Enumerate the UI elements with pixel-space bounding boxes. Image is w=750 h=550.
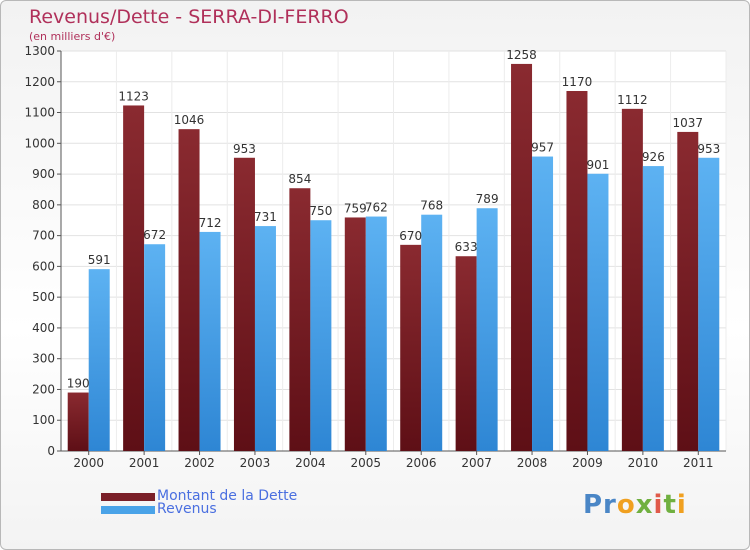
bar-debt xyxy=(677,131,699,451)
data-label-debt: 1112 xyxy=(617,93,648,107)
x-tick-label: 2007 xyxy=(461,456,492,470)
data-label-debt: 953 xyxy=(233,142,256,156)
data-label-revenue: 953 xyxy=(697,142,720,156)
x-tick-label: 2006 xyxy=(406,456,437,470)
y-tick-label: 100 xyxy=(32,413,55,427)
legend-label-debt: Montant de la Dette xyxy=(157,488,298,504)
x-tick-label: 2003 xyxy=(240,456,271,470)
x-tick-label: 2002 xyxy=(184,456,215,470)
bar-debt xyxy=(289,188,311,451)
bar-revenue xyxy=(254,226,276,451)
x-tick-label: 2008 xyxy=(517,456,548,470)
data-label-revenue: 957 xyxy=(531,141,554,155)
y-tick-label: 1200 xyxy=(24,75,55,89)
bar-debt xyxy=(400,244,422,451)
x-tick-label: 2000 xyxy=(73,456,104,470)
x-tick-label: 2011 xyxy=(683,456,714,470)
bar-debt xyxy=(233,157,255,451)
axes: 0 100 200 300 400 500 600 700 800 900 1000 1100 1200… xyxy=(24,44,726,470)
y-tick-label: 600 xyxy=(32,259,55,273)
data-label-revenue: 768 xyxy=(420,199,443,213)
bar-debt xyxy=(621,108,643,451)
bar-revenue xyxy=(532,156,554,452)
bar-revenue xyxy=(642,166,664,452)
x-tick-label: 2010 xyxy=(628,456,659,470)
bar-debt xyxy=(511,63,533,452)
legend-swatch-debt xyxy=(101,493,155,501)
bar-revenue xyxy=(421,214,443,451)
bars xyxy=(67,63,720,452)
y-tick-label: 900 xyxy=(32,167,55,181)
bar-revenue xyxy=(365,216,387,451)
data-label-revenue: 731 xyxy=(254,210,277,224)
y-tick-label: 1300 xyxy=(24,44,55,58)
y-tick-label: 800 xyxy=(32,198,55,212)
legend-swatch-revenue xyxy=(101,506,155,514)
data-label-debt: 670 xyxy=(399,229,422,243)
data-label-debt: 1037 xyxy=(673,116,704,130)
data-label-debt: 1258 xyxy=(506,48,537,62)
data-label-debt: 1123 xyxy=(118,89,149,103)
x-tick-label: 2004 xyxy=(295,456,326,470)
bar-revenue xyxy=(310,220,332,451)
y-tick-label: 1000 xyxy=(24,136,55,150)
data-label-revenue: 901 xyxy=(587,158,610,172)
x-tick-label: 2001 xyxy=(129,456,160,470)
data-label-revenue: 789 xyxy=(476,192,499,206)
bar-revenue xyxy=(476,208,498,451)
y-tick-label: 500 xyxy=(32,290,55,304)
data-label-debt: 854 xyxy=(288,172,311,186)
chart-subtitle: (en milliers d'€) xyxy=(29,30,116,43)
data-label-revenue: 591 xyxy=(88,253,111,267)
data-label-debt: 190 xyxy=(67,377,90,391)
data-label-revenue: 712 xyxy=(199,216,222,230)
data-label-debt: 1046 xyxy=(174,113,205,127)
data-label-revenue: 672 xyxy=(143,228,166,242)
data-label-revenue: 762 xyxy=(365,201,388,215)
bar-debt xyxy=(566,91,588,451)
bar-revenue xyxy=(587,173,609,451)
grid-lines xyxy=(60,50,727,452)
x-tick-label: 2005 xyxy=(351,456,382,470)
bar-debt xyxy=(178,129,200,451)
legend-label-revenue: Revenus xyxy=(157,501,217,517)
bar-debt xyxy=(344,217,366,451)
y-tick-label: 300 xyxy=(32,352,55,366)
chart-title: Revenus/Dette - SERRA-DI-FERRO xyxy=(29,6,349,28)
data-label-revenue: 750 xyxy=(309,204,332,218)
y-tick-label: 400 xyxy=(32,321,55,335)
x-tick-label: 2009 xyxy=(572,456,603,470)
y-tick-label: 0 xyxy=(47,444,55,458)
bar-revenue xyxy=(144,244,166,451)
bar-revenue xyxy=(199,231,221,451)
bar-debt xyxy=(455,256,477,451)
data-label-revenue: 926 xyxy=(642,150,665,164)
y-tick-label: 200 xyxy=(32,382,55,396)
y-tick-label: 700 xyxy=(32,229,55,243)
proxiti-logo: Proxiti xyxy=(583,490,687,520)
data-label-debt: 633 xyxy=(455,240,478,254)
data-label-debt: 759 xyxy=(344,201,367,215)
bar-debt xyxy=(123,105,145,451)
bar-debt xyxy=(67,392,89,451)
bar-revenue xyxy=(698,157,720,451)
y-tick-label: 1100 xyxy=(24,106,55,120)
data-label-debt: 1170 xyxy=(562,75,593,89)
bar-revenue xyxy=(88,269,110,451)
